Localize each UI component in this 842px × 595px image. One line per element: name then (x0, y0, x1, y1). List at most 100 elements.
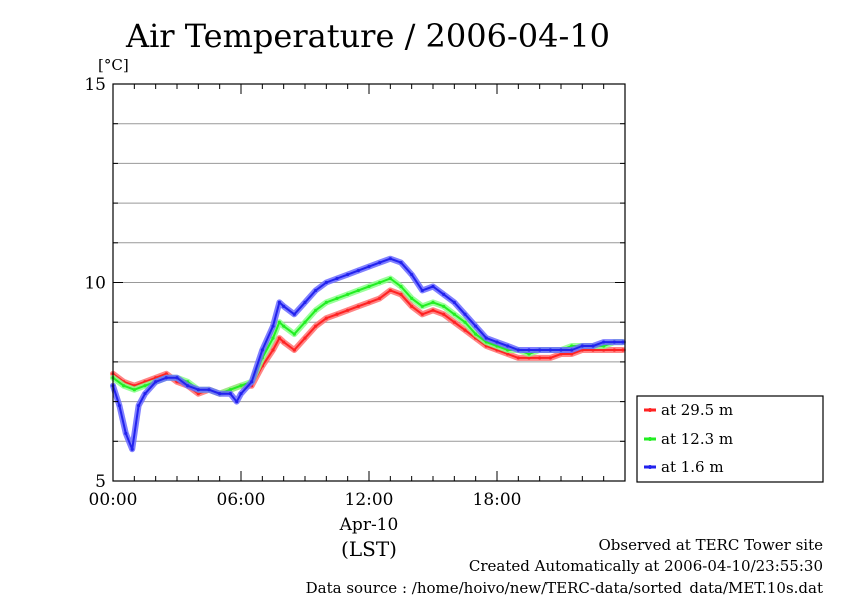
data-point (164, 376, 168, 380)
data-point (410, 296, 414, 300)
data-point (335, 296, 339, 300)
data-point (314, 308, 318, 312)
data-point (474, 324, 478, 328)
data-point (356, 268, 360, 273)
data-point (378, 296, 382, 300)
data-point (463, 320, 467, 324)
data-point (420, 288, 424, 293)
x-tick-label: 00:00 (89, 490, 138, 510)
data-point (132, 388, 136, 392)
footer-source: Data source : /home/hoivo/new/TERC-data/… (306, 579, 823, 595)
data-point (314, 288, 318, 293)
data-point (260, 348, 264, 352)
data-point (282, 304, 286, 308)
x-axis-date-label: Apr-10 (339, 515, 399, 535)
x-tick-label: 18:00 (473, 490, 522, 510)
data-point (452, 312, 456, 316)
data-point (277, 320, 281, 324)
data-point (548, 348, 552, 352)
footer-observed: Observed at TERC Tower site (598, 536, 823, 554)
data-point (527, 352, 531, 356)
data-point (367, 284, 371, 289)
data-point (228, 392, 232, 396)
data-point (591, 348, 595, 352)
data-point (559, 348, 563, 352)
data-point (527, 356, 531, 360)
series-layer (110, 255, 626, 453)
data-point (570, 348, 574, 352)
data-point (442, 292, 446, 297)
axis-ticks: 5 10 15 00:00 06:00 12:00 18:00 (84, 75, 626, 510)
data-point (506, 352, 510, 356)
data-point (388, 257, 392, 261)
data-point (559, 352, 563, 356)
data-point (303, 336, 307, 340)
data-point (239, 384, 243, 388)
data-point (356, 304, 360, 308)
legend: at 29.5 m at 12.3 m at 1.6 m (636, 395, 824, 483)
data-point (388, 288, 392, 293)
data-point (292, 312, 296, 316)
series-line (112, 277, 624, 395)
data-point (117, 403, 121, 408)
data-point (292, 348, 296, 352)
data-point (378, 280, 382, 285)
data-point (591, 344, 595, 348)
data-point (124, 431, 128, 435)
data-point (196, 388, 200, 392)
x-tick-label: 12:00 (345, 490, 394, 510)
data-point (196, 392, 200, 396)
data-point (410, 304, 414, 308)
data-point (207, 388, 211, 392)
data-point (271, 336, 275, 340)
data-point (130, 447, 134, 451)
data-point (324, 316, 328, 320)
legend-label: at 29.5 m (661, 401, 733, 419)
data-point (538, 356, 542, 360)
data-point (527, 348, 531, 352)
data-point (570, 352, 574, 356)
data-point (271, 324, 275, 328)
data-point (474, 332, 478, 336)
data-point (452, 300, 456, 304)
data-point (282, 324, 286, 328)
series-halo (110, 287, 626, 397)
data-point (399, 261, 403, 265)
data-point (399, 284, 403, 289)
data-point (516, 356, 520, 360)
data-point (122, 384, 126, 388)
data-point (235, 400, 239, 404)
data-point (292, 332, 296, 336)
data-point (175, 376, 179, 380)
data-point (442, 312, 446, 316)
data-point (324, 280, 328, 285)
legend-marker (648, 437, 652, 441)
y-tick-label: 10 (84, 274, 106, 294)
data-point (538, 348, 542, 352)
data-point (335, 276, 339, 281)
data-point (277, 336, 281, 340)
y-axis-unit: [°C] (98, 56, 129, 74)
data-point (410, 272, 414, 277)
data-point (442, 304, 446, 308)
data-point (388, 276, 392, 281)
data-point (282, 340, 286, 344)
data-point (346, 292, 350, 297)
data-point (143, 384, 147, 388)
data-point (367, 265, 371, 269)
data-point (484, 336, 488, 340)
footer-created: Created Automatically at 2006-04-10/23:5… (469, 557, 823, 575)
data-point (612, 348, 616, 352)
data-point (602, 348, 606, 352)
data-point (346, 272, 350, 277)
legend-box (636, 395, 824, 483)
data-point (303, 300, 307, 304)
series-2 (110, 275, 626, 397)
data-point (431, 284, 435, 289)
data-point (378, 261, 382, 265)
data-point (516, 348, 520, 352)
data-point (154, 380, 158, 384)
data-point (452, 320, 456, 324)
data-point (621, 340, 625, 344)
